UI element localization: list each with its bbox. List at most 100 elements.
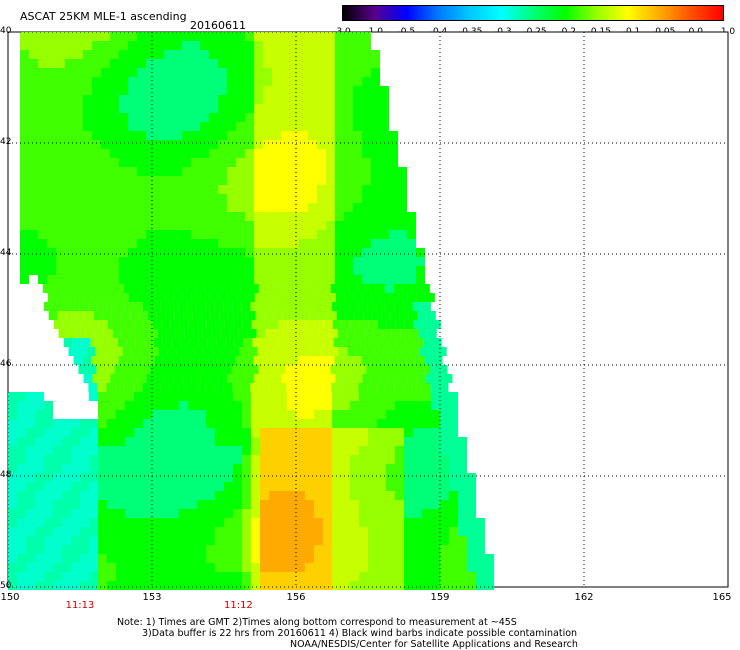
wind-cell bbox=[245, 140, 254, 149]
wind-cell bbox=[197, 437, 206, 446]
wind-cell bbox=[362, 248, 371, 257]
wind-cell bbox=[152, 473, 161, 482]
wind-cell bbox=[83, 248, 92, 257]
wind-cell bbox=[63, 338, 73, 347]
wind-cell bbox=[119, 77, 128, 86]
wind-cell bbox=[263, 50, 272, 59]
wind-cell bbox=[182, 158, 191, 167]
wind-cell bbox=[263, 122, 272, 131]
wind-cell bbox=[74, 239, 83, 248]
wind-cell bbox=[389, 275, 398, 284]
wind-cell bbox=[287, 473, 296, 482]
wind-cell bbox=[485, 572, 494, 581]
wind-cell bbox=[128, 131, 137, 140]
wind-cell bbox=[215, 563, 224, 572]
wind-cell bbox=[143, 500, 152, 509]
wind-cell bbox=[299, 149, 308, 158]
wind-cell bbox=[119, 122, 128, 131]
wind-cell bbox=[305, 581, 314, 590]
wind-cell bbox=[308, 374, 318, 383]
wind-cell bbox=[269, 473, 278, 482]
wind-cell bbox=[218, 158, 227, 167]
wind-cell bbox=[164, 131, 173, 140]
wind-cell bbox=[125, 473, 134, 482]
wind-cell bbox=[227, 158, 236, 167]
wind-cell bbox=[357, 284, 367, 293]
wind-cell bbox=[202, 329, 212, 338]
wind-cell bbox=[407, 293, 417, 302]
wind-cell bbox=[80, 527, 89, 536]
wind-cell bbox=[458, 581, 467, 590]
wind-cell bbox=[326, 122, 335, 131]
wind-cell bbox=[297, 338, 307, 347]
wind-cell bbox=[173, 194, 182, 203]
wind-cell bbox=[314, 410, 323, 419]
wind-cell bbox=[234, 338, 244, 347]
wind-cell bbox=[74, 68, 83, 77]
wind-cell bbox=[440, 446, 449, 455]
wind-cell bbox=[272, 239, 281, 248]
wind-cell bbox=[155, 221, 164, 230]
wind-cell bbox=[458, 554, 467, 563]
wind-cell bbox=[65, 176, 74, 185]
wind-cell bbox=[182, 185, 191, 194]
wind-cell bbox=[143, 536, 152, 545]
wind-cell bbox=[233, 527, 242, 536]
wind-cell bbox=[128, 293, 138, 302]
wind-cell bbox=[56, 122, 65, 131]
wind-cell bbox=[368, 437, 377, 446]
wind-cell bbox=[398, 248, 407, 257]
wind-cell bbox=[371, 149, 380, 158]
wind-cell bbox=[152, 563, 161, 572]
wind-cell bbox=[164, 158, 173, 167]
wind-cell bbox=[362, 113, 371, 122]
wind-cell bbox=[458, 572, 467, 581]
wind-cell bbox=[245, 95, 254, 104]
wind-cell bbox=[38, 41, 47, 50]
wind-cell bbox=[142, 383, 152, 392]
wind-cell bbox=[182, 68, 191, 77]
wind-cell bbox=[260, 410, 269, 419]
wind-cell bbox=[62, 554, 71, 563]
wind-cell bbox=[226, 356, 236, 365]
wind-cell bbox=[323, 572, 332, 581]
wind-cell bbox=[17, 437, 26, 446]
wind-cell bbox=[413, 473, 422, 482]
wind-cell bbox=[281, 158, 290, 167]
wind-cell bbox=[326, 176, 335, 185]
wind-cell bbox=[281, 185, 290, 194]
wind-cell bbox=[197, 491, 206, 500]
wind-cell bbox=[56, 176, 65, 185]
wind-cell bbox=[107, 572, 116, 581]
wind-cell bbox=[179, 545, 188, 554]
wind-cell bbox=[209, 266, 218, 275]
wind-cell bbox=[308, 95, 317, 104]
wind-cell bbox=[157, 329, 167, 338]
wind-cell bbox=[236, 122, 245, 131]
wind-cell bbox=[213, 284, 223, 293]
wind-cell bbox=[404, 473, 413, 482]
wind-cell bbox=[262, 356, 272, 365]
wind-cell bbox=[299, 248, 308, 257]
wind-cell bbox=[344, 203, 353, 212]
wind-cell bbox=[44, 527, 53, 536]
wind-cell bbox=[245, 176, 254, 185]
wind-cell bbox=[362, 293, 372, 302]
wind-cell bbox=[353, 113, 362, 122]
wind-cell bbox=[214, 383, 224, 392]
wind-cell bbox=[308, 212, 317, 221]
wind-cell bbox=[308, 167, 317, 176]
wind-cell bbox=[152, 320, 162, 329]
wind-cell bbox=[323, 563, 332, 572]
wind-cell bbox=[134, 482, 143, 491]
wind-cell bbox=[344, 104, 353, 113]
wind-cell bbox=[220, 329, 230, 338]
wind-cell bbox=[134, 455, 143, 464]
wind-cell bbox=[134, 320, 144, 329]
wind-cell bbox=[146, 77, 155, 86]
wind-cell bbox=[254, 248, 263, 257]
wind-cell bbox=[89, 473, 98, 482]
wind-cell bbox=[152, 419, 161, 428]
wind-cell bbox=[173, 221, 182, 230]
wind-cell bbox=[269, 563, 278, 572]
